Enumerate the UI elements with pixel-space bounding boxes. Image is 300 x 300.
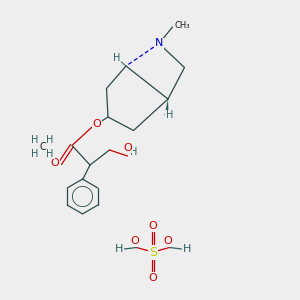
Text: O: O bbox=[164, 236, 172, 246]
Text: H: H bbox=[166, 110, 173, 121]
Text: O: O bbox=[130, 236, 140, 246]
Text: C: C bbox=[39, 142, 46, 152]
Text: H: H bbox=[46, 135, 54, 146]
Text: O: O bbox=[92, 119, 101, 129]
Text: H: H bbox=[183, 244, 191, 254]
Text: H: H bbox=[32, 148, 39, 159]
Text: O: O bbox=[148, 273, 158, 283]
Polygon shape bbox=[164, 99, 169, 116]
Text: H: H bbox=[113, 52, 120, 63]
Text: H: H bbox=[115, 244, 123, 254]
Text: H: H bbox=[46, 148, 54, 159]
Text: O: O bbox=[148, 221, 158, 231]
Text: O: O bbox=[50, 158, 59, 169]
Text: CH₃: CH₃ bbox=[174, 21, 190, 30]
Text: H: H bbox=[130, 147, 138, 158]
Text: O: O bbox=[123, 142, 132, 153]
Text: H: H bbox=[32, 135, 39, 146]
Text: S: S bbox=[149, 245, 157, 259]
Text: N: N bbox=[155, 38, 163, 49]
